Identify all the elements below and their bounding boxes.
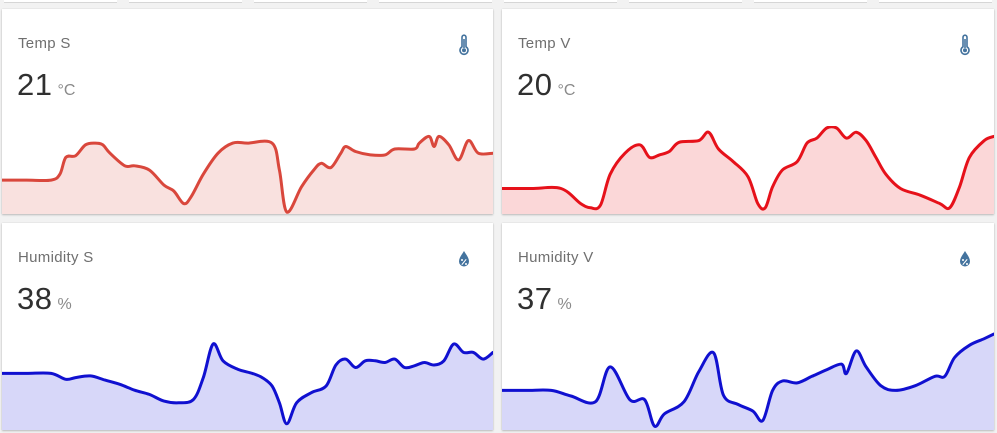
history-graph	[502, 332, 994, 430]
reading-value: 38	[17, 281, 53, 316]
card-edge	[504, 0, 617, 3]
sensor-card-humidity-s[interactable]: Humidity S 38%	[2, 223, 493, 430]
card-edge	[379, 0, 492, 3]
graph-area	[502, 334, 994, 430]
reading-value: 20	[517, 67, 553, 102]
reading-unit: °C	[557, 82, 576, 99]
water-percent-icon	[960, 251, 970, 267]
graph-line	[502, 126, 994, 211]
sensor-reading: 21 °C	[17, 67, 75, 103]
reading-unit: °C	[57, 82, 76, 99]
sensor-reading: 20 °C	[517, 67, 575, 103]
sensor-reading: 37%	[517, 281, 572, 317]
water-percent-icon	[459, 251, 469, 267]
graph-area	[2, 136, 493, 214]
sensor-card-humidity-v[interactable]: Humidity V 37%	[502, 223, 994, 430]
history-graph	[2, 134, 493, 214]
history-graph	[2, 342, 493, 430]
reading-unit: %	[557, 296, 572, 313]
reading-unit: %	[57, 296, 72, 313]
sensor-card-temp-v[interactable]: Temp V 20 °C	[502, 9, 994, 214]
reading-value: 21	[17, 67, 53, 102]
history-graph	[502, 126, 994, 214]
graph-area	[2, 343, 493, 430]
card-edge	[129, 0, 242, 3]
card-title: Humidity V	[518, 249, 594, 266]
card-edge	[879, 0, 992, 3]
card-edge	[629, 0, 742, 3]
sensor-card-temp-s[interactable]: Temp S 21 °C	[2, 9, 493, 214]
card-title: Temp V	[518, 35, 571, 52]
thermometer-icon	[960, 34, 970, 55]
card-edge	[754, 0, 867, 3]
reading-value: 37	[517, 281, 553, 316]
graph-line	[502, 332, 994, 428]
graph-line	[2, 342, 493, 426]
card-title: Temp S	[18, 35, 71, 52]
card-title: Humidity S	[18, 249, 94, 266]
card-edge	[254, 0, 367, 3]
top-card-row-edge	[0, 0, 997, 6]
graph-line	[2, 134, 493, 214]
thermometer-icon	[459, 34, 469, 55]
card-edge	[4, 0, 117, 3]
sensor-reading: 38%	[17, 281, 72, 317]
